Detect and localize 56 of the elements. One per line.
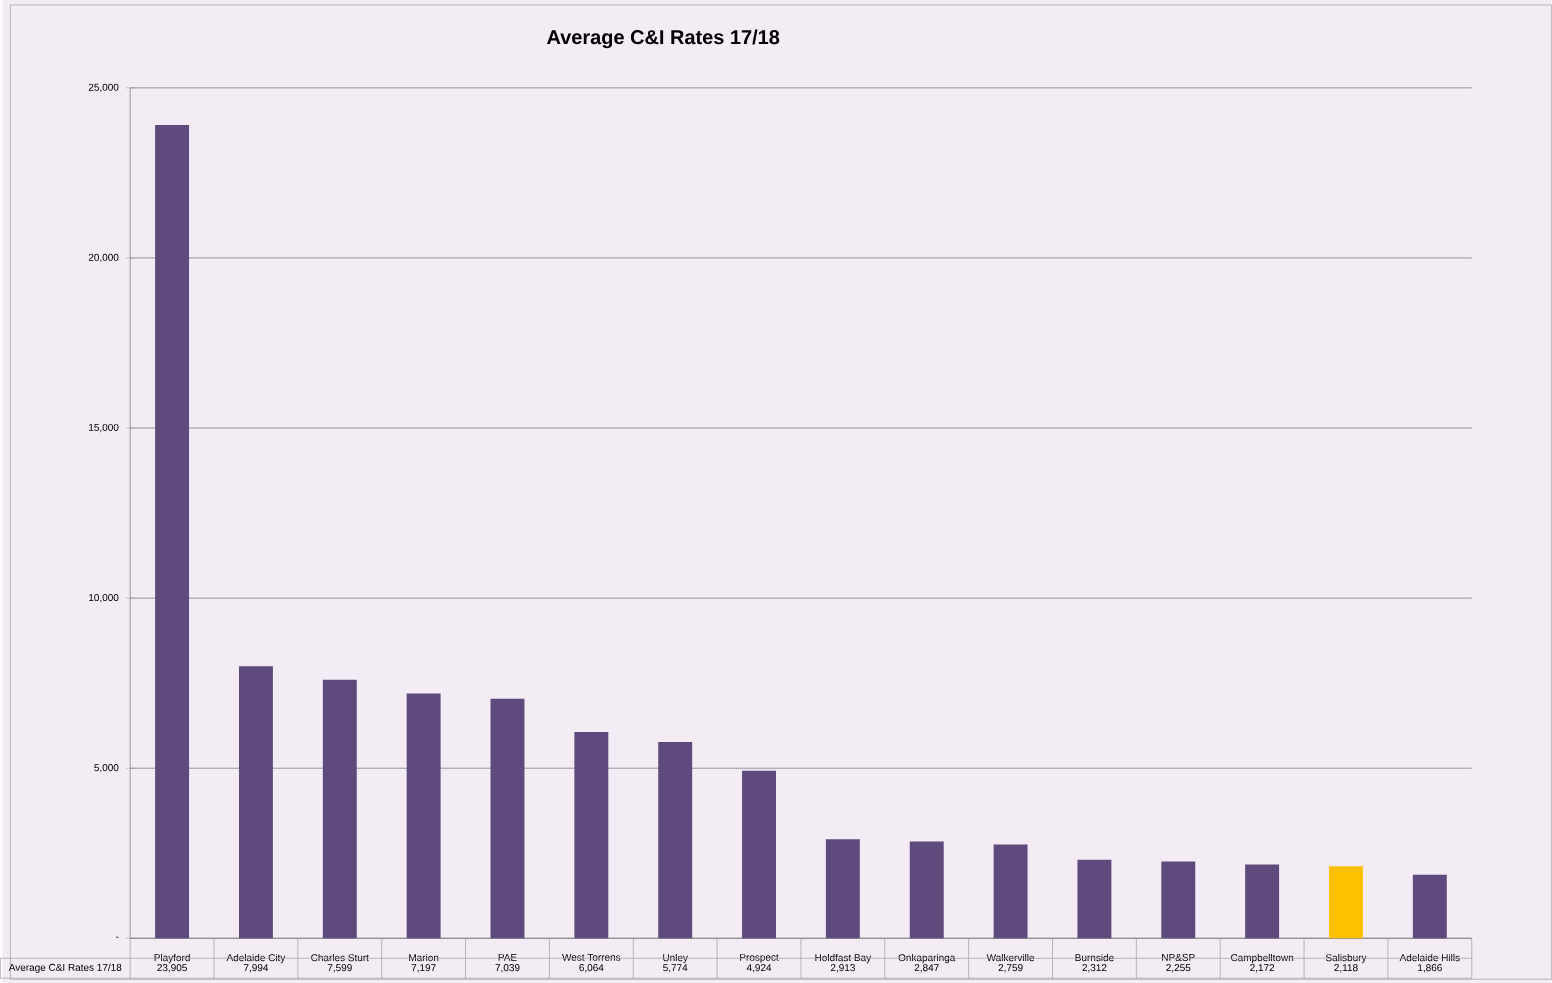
bar — [909, 841, 944, 939]
chart-title: Average C&I Rates 17/18 — [547, 29, 780, 49]
bar — [993, 844, 1028, 939]
data-label: 2,255 — [1166, 964, 1191, 973]
x-tick-label: West Torrens — [562, 953, 621, 961]
data-label: 2,172 — [1250, 964, 1275, 973]
data-label: 2,913 — [830, 964, 855, 973]
y-tick-label: 10,000 — [89, 593, 119, 603]
data-label: 2,759 — [998, 964, 1023, 973]
x-tick-label: Playford — [154, 953, 190, 964]
x-tick-label: Prospect — [740, 953, 779, 963]
data-label: 5,774 — [663, 964, 688, 973]
data-label: 2,118 — [1334, 964, 1358, 973]
x-tick-label: Marion — [409, 953, 439, 962]
data-label: 7,994 — [243, 964, 269, 973]
bar — [1077, 859, 1112, 939]
bar — [1412, 874, 1447, 939]
x-tick-label: Holdfast Bay — [815, 953, 872, 964]
bar — [406, 693, 441, 939]
x-tick-label: Onkaparinga — [898, 953, 956, 964]
bar — [238, 666, 273, 939]
bar — [825, 839, 860, 939]
y-tick-label: 5,000 — [94, 763, 119, 773]
bar — [658, 741, 693, 939]
bar — [1329, 866, 1363, 939]
data-label: 4,924 — [746, 964, 772, 973]
data-label: 7,599 — [327, 964, 352, 973]
y-tick-label: 25,000 — [88, 83, 119, 92]
bar — [155, 124, 190, 939]
data-label: 23,905 — [157, 964, 187, 973]
data-label: 7,039 — [495, 964, 520, 973]
data-label: 2,847 — [914, 964, 939, 973]
data-label: 7,197 — [411, 964, 436, 973]
y-tick-label: 15,000 — [89, 423, 119, 433]
x-tick-label: Burnside — [1075, 953, 1114, 962]
bar — [322, 679, 357, 939]
x-tick-label: PAE — [498, 953, 517, 961]
bar — [1245, 864, 1280, 939]
x-tick-label: NP&SP — [1162, 953, 1195, 961]
bar — [1161, 861, 1196, 939]
x-tick-label: Salisbury — [1325, 953, 1367, 964]
data-label: 1,866 — [1418, 964, 1442, 973]
y-tick-label: - — [115, 936, 119, 938]
bar — [490, 698, 525, 939]
x-tick-label: Unley — [663, 953, 688, 964]
x-tick-label: Walkerville — [986, 953, 1035, 962]
bar — [742, 770, 776, 939]
x-tick-label: Charles Sturt — [311, 953, 369, 962]
x-tick-label: Adelaide City — [226, 953, 286, 964]
y-tick-label: 20,000 — [88, 253, 119, 262]
x-tick-label: Campbelltown — [1231, 953, 1294, 964]
text: Average C&I Rates 17/18 — [8, 963, 122, 973]
data-label: 2,312 — [1082, 964, 1107, 973]
bar — [574, 731, 609, 939]
data-label: 6,064 — [579, 964, 604, 973]
x-tick-label: Adelaide Hills — [1399, 953, 1460, 962]
